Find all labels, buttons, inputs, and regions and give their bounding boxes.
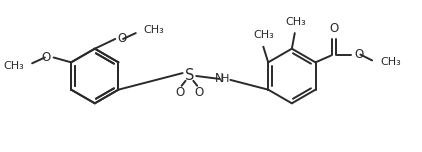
Text: O: O — [117, 32, 127, 45]
Text: CH₃: CH₃ — [143, 25, 164, 35]
Text: CH₃: CH₃ — [253, 30, 274, 40]
Text: O: O — [41, 51, 51, 64]
Text: O: O — [330, 22, 339, 35]
Text: CH₃: CH₃ — [3, 61, 24, 71]
Text: CH₃: CH₃ — [285, 17, 306, 27]
Text: H: H — [221, 74, 230, 84]
Text: O: O — [195, 86, 204, 99]
Text: N: N — [215, 72, 224, 85]
Text: O: O — [175, 86, 184, 99]
Text: O: O — [354, 48, 364, 61]
Text: CH₃: CH₃ — [380, 57, 400, 67]
Text: S: S — [185, 69, 194, 83]
